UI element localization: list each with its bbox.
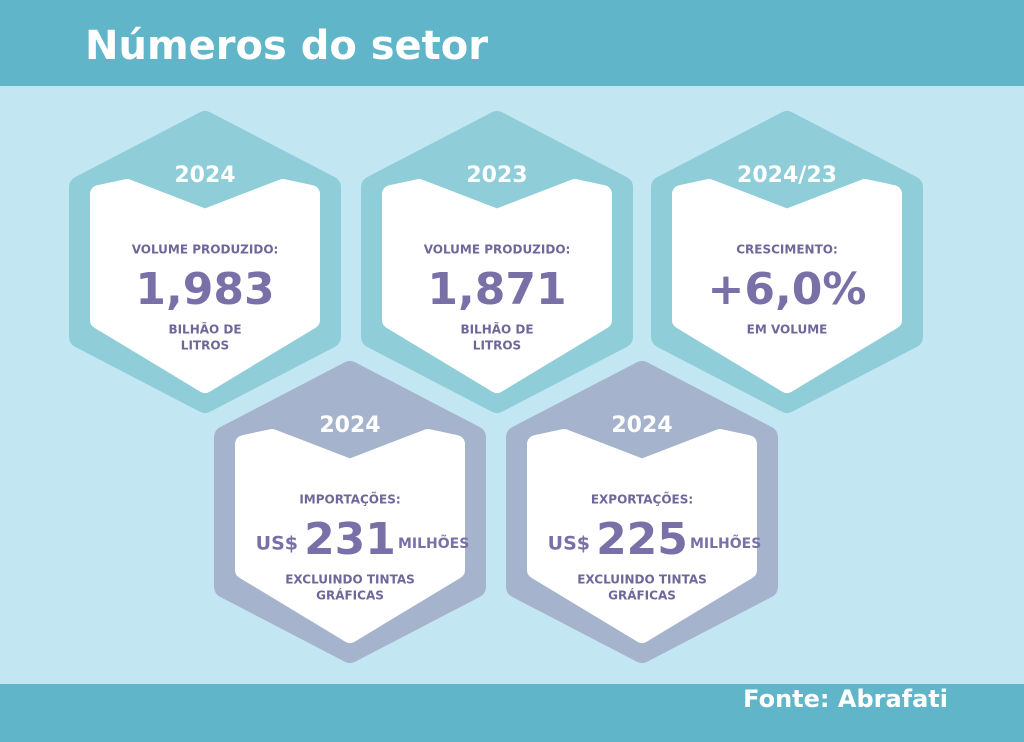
note: BILHÃO DE [168,322,241,337]
year: 2023 [466,163,527,188]
note: LITROS [181,339,229,353]
label: VOLUME PRODUZIDO: [424,243,571,257]
year: 2024 [611,413,672,438]
note: GRÁFICAS [608,588,676,603]
note: LITROS [473,339,521,353]
note: EM VOLUME [747,323,828,337]
suffix: MILHÕES [690,534,761,552]
suffix: MILHÕES [398,534,469,552]
year: 2024/23 [737,163,837,188]
note: BILHÃO DE [460,322,533,337]
header-bar [0,0,1024,86]
card-face [672,179,902,393]
note: EXCLUINDO TINTAS [285,573,415,587]
prefix: US$ [548,533,590,555]
card-face [90,179,320,393]
value: 1,983 [135,264,274,315]
value: +6,0% [708,264,867,315]
prefix: US$ [256,533,298,555]
card-face [235,429,465,643]
label: IMPORTAÇÕES: [299,492,400,507]
note: EXCLUINDO TINTAS [577,573,707,587]
card-face [382,179,612,393]
year: 2024 [174,163,235,188]
year: 2024 [319,413,380,438]
note: GRÁFICAS [316,588,384,603]
value: 231 [304,514,396,565]
label: EXPORTAÇÕES: [591,492,693,507]
card-face [527,429,757,643]
cards: 2024 VOLUME PRODUZIDO: 1,983 BILHÃO DE LITRO… [69,111,923,663]
source: Fonte: Abrafati [743,685,948,713]
label: CRESCIMENTO: [736,243,838,257]
value: 225 [596,514,688,565]
footer-bar [0,684,1024,742]
label: VOLUME PRODUZIDO: [132,243,279,257]
title: Números do setor [85,23,488,69]
value: 1,871 [427,264,566,315]
